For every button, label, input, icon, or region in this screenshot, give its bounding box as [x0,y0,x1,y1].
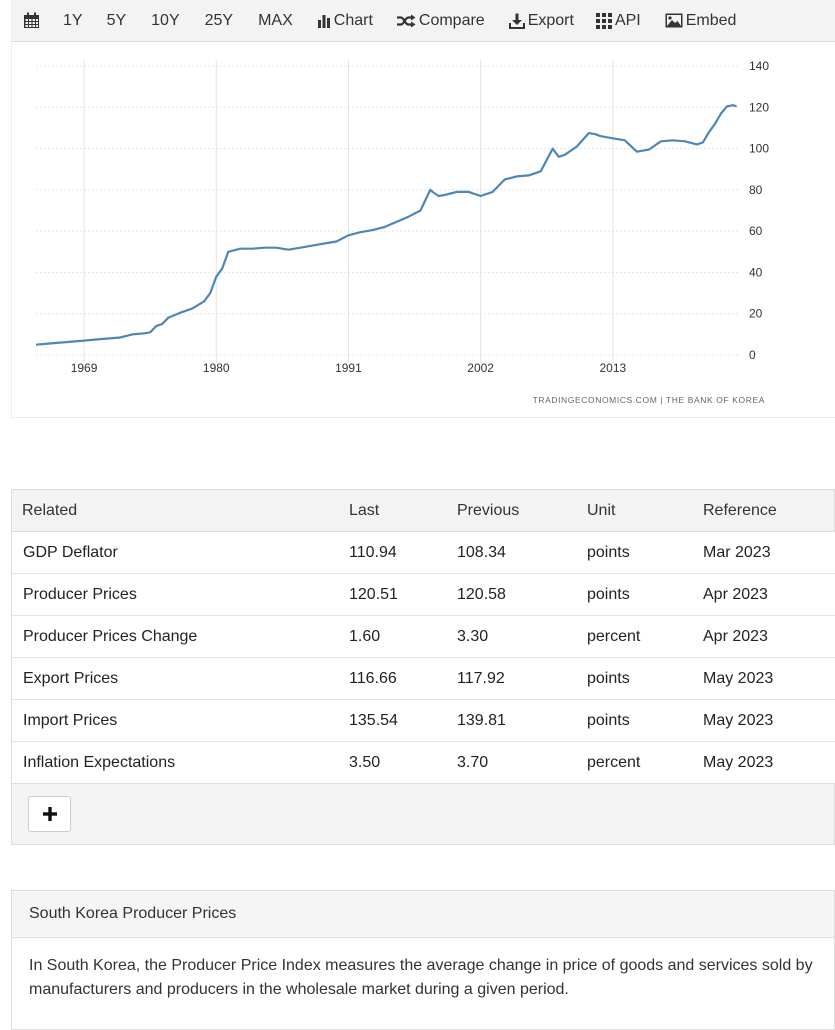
chart-area: 0 20 40 60 80 100 120 140 1969 1980 1991 2002 2013 TR… [11,42,835,418]
previous-value: 3.30 [457,615,587,658]
previous-value: 108.34 [457,531,587,574]
range-1y-button[interactable]: 1Y [63,11,83,29]
x-tick-label: 2002 [467,361,494,375]
unit-value: points [587,573,703,616]
column-header-unit: Unit [587,490,703,532]
y-tick-label: 120 [749,100,769,114]
y-tick-label: 0 [749,348,756,362]
column-header-reference: Reference [703,490,835,532]
last-value: 110.94 [349,531,457,574]
compare-label: Compare [418,11,485,29]
reference-value: Apr 2023 [703,615,835,658]
x-tick-label: 1991 [335,361,362,375]
chart-label: Chart [333,11,373,29]
previous-value: 120.58 [457,573,587,616]
range-max-button[interactable]: MAX [258,11,293,29]
chart-toolbar: 1Y 5Y 10Y 25Y MAX Chart Compare Export [11,0,835,42]
previous-value: 117.92 [457,657,587,700]
series-line[interactable] [35,104,737,346]
last-value: 135.54 [349,699,457,742]
y-tick-label: 140 [749,59,769,73]
range-25y-button[interactable]: 25Y [204,11,234,29]
unit-value: points [587,531,703,574]
table-row: Inflation Expectations 3.50 3.70 percent… [12,741,835,784]
reference-value: Mar 2023 [703,531,835,574]
reference-value: May 2023 [703,741,835,784]
calendar-icon[interactable] [23,12,40,29]
unit-value: points [587,657,703,700]
bar-chart-icon [317,14,330,28]
reference-value: Apr 2023 [703,573,835,616]
reference-value: May 2023 [703,657,835,700]
api-button[interactable]: API [595,11,641,30]
x-tick-label: 2013 [599,361,626,375]
previous-value: 139.81 [457,699,587,742]
column-header-related: Related [12,490,349,532]
y-tick-label: 40 [749,265,763,279]
table-row: Import Prices 135.54 139.81 points May 2… [12,699,835,742]
related-table-panel: Related Last Previous Unit Reference GDP… [11,489,835,845]
download-icon [508,13,525,29]
plus-icon [42,807,57,821]
related-link[interactable]: GDP Deflator [12,531,349,574]
compare-button[interactable]: Compare [396,12,485,30]
chart-source-text: TRADINGECONOMICS.COM | THE BANK OF KOREA [533,395,765,405]
chart-type-button[interactable]: Chart [317,12,373,30]
x-tick-label: 1980 [203,361,230,375]
unit-value: points [587,699,703,742]
last-value: 1.60 [349,615,457,658]
embed-button[interactable]: Embed [665,11,737,30]
description-text: In South Korea, the Producer Price Index… [29,957,813,998]
image-icon [665,13,683,28]
description-title: South Korea Producer Prices [12,891,834,938]
api-label: API [614,11,641,29]
y-tick-label: 100 [749,142,769,156]
range-10y-button[interactable]: 10Y [151,11,180,29]
reference-value: May 2023 [703,699,835,742]
table-row: Export Prices 116.66 117.92 points May 2… [12,657,835,700]
related-link[interactable]: Import Prices [12,699,349,742]
y-tick-label: 60 [749,224,763,238]
line-chart[interactable]: 0 20 40 60 80 100 120 140 1969 1980 1991 2002 2013 TR… [12,42,835,418]
export-label: Export [527,11,574,29]
column-header-previous: Previous [457,490,587,532]
last-value: 120.51 [349,573,457,616]
shuffle-icon [396,14,416,27]
x-tick-label: 1969 [71,361,98,375]
table-row: GDP Deflator 110.94 108.34 points Mar 20… [12,531,835,574]
y-tick-label: 20 [749,307,763,321]
column-header-last: Last [349,490,457,532]
related-table: Related Last Previous Unit Reference GDP… [12,490,835,784]
embed-label: Embed [685,11,737,29]
table-row: Producer Prices Change 1.60 3.30 percent… [12,615,835,658]
table-row: Producer Prices 120.51 120.58 points Apr… [12,573,835,616]
last-value: 3.50 [349,741,457,784]
related-link[interactable]: Producer Prices Change [12,615,349,658]
unit-value: percent [587,741,703,784]
related-link[interactable]: Producer Prices [12,573,349,616]
previous-value: 3.70 [457,741,587,784]
unit-value: percent [587,615,703,658]
related-link[interactable]: Inflation Expectations [12,741,349,784]
description-panel: South Korea Producer Prices In South Kor… [11,890,835,1030]
y-tick-label: 80 [749,183,763,197]
export-button[interactable]: Export [508,11,574,30]
grid-icon [595,12,612,29]
last-value: 116.66 [349,657,457,700]
add-related-button[interactable] [28,796,71,832]
range-5y-button[interactable]: 5Y [106,11,127,29]
related-link[interactable]: Export Prices [12,657,349,700]
table-header-row: Related Last Previous Unit Reference [12,490,835,532]
